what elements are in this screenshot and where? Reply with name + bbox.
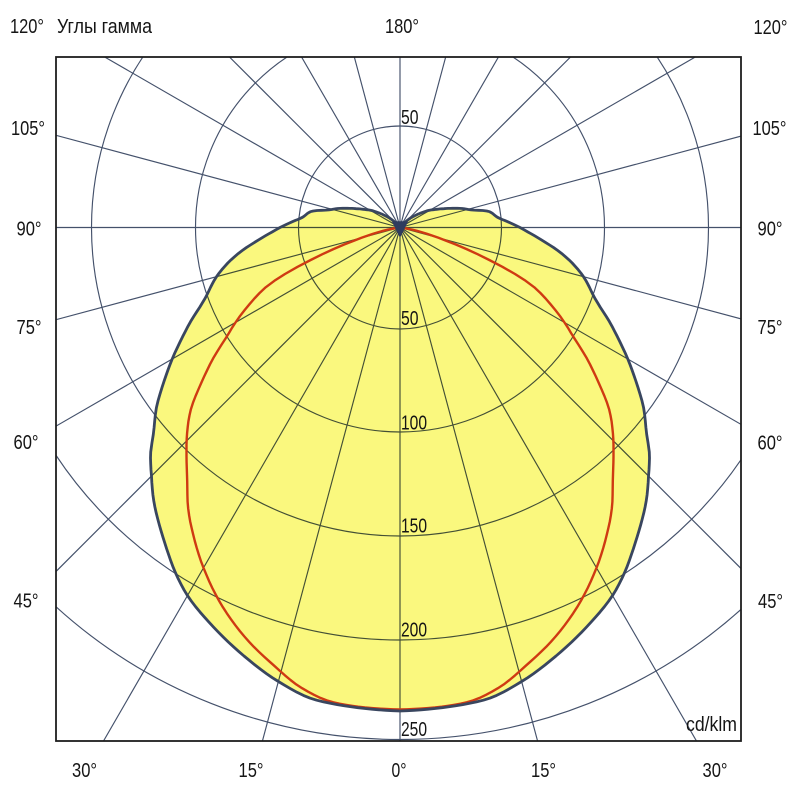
svg-text:200: 200: [401, 620, 427, 642]
svg-text:cd/klm: cd/klm: [686, 714, 737, 736]
svg-text:30°: 30°: [72, 760, 97, 782]
svg-text:90°: 90°: [17, 219, 42, 241]
svg-text:75°: 75°: [758, 317, 783, 339]
svg-text:100: 100: [401, 413, 427, 435]
svg-text:60°: 60°: [14, 432, 39, 454]
svg-text:45°: 45°: [758, 591, 783, 613]
svg-text:105°: 105°: [11, 118, 45, 140]
svg-text:Углы гамма: Углы гамма: [57, 16, 153, 38]
svg-text:120°: 120°: [754, 17, 788, 39]
svg-text:60°: 60°: [758, 433, 783, 455]
svg-text:75°: 75°: [17, 317, 42, 339]
svg-text:120°: 120°: [10, 16, 44, 38]
svg-text:0°: 0°: [392, 760, 407, 782]
svg-text:50: 50: [401, 308, 419, 330]
svg-text:150: 150: [401, 516, 427, 538]
svg-text:250: 250: [401, 719, 427, 741]
svg-text:90°: 90°: [758, 219, 783, 241]
svg-text:50: 50: [401, 107, 419, 129]
svg-text:105°: 105°: [753, 118, 787, 140]
svg-text:15°: 15°: [239, 760, 264, 782]
svg-text:15°: 15°: [531, 760, 556, 782]
svg-text:30°: 30°: [703, 760, 728, 782]
svg-text:45°: 45°: [14, 591, 39, 613]
svg-text:180°: 180°: [385, 16, 419, 38]
